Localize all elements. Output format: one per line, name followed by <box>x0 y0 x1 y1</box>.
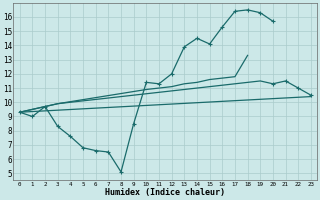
X-axis label: Humidex (Indice chaleur): Humidex (Indice chaleur) <box>105 188 225 197</box>
